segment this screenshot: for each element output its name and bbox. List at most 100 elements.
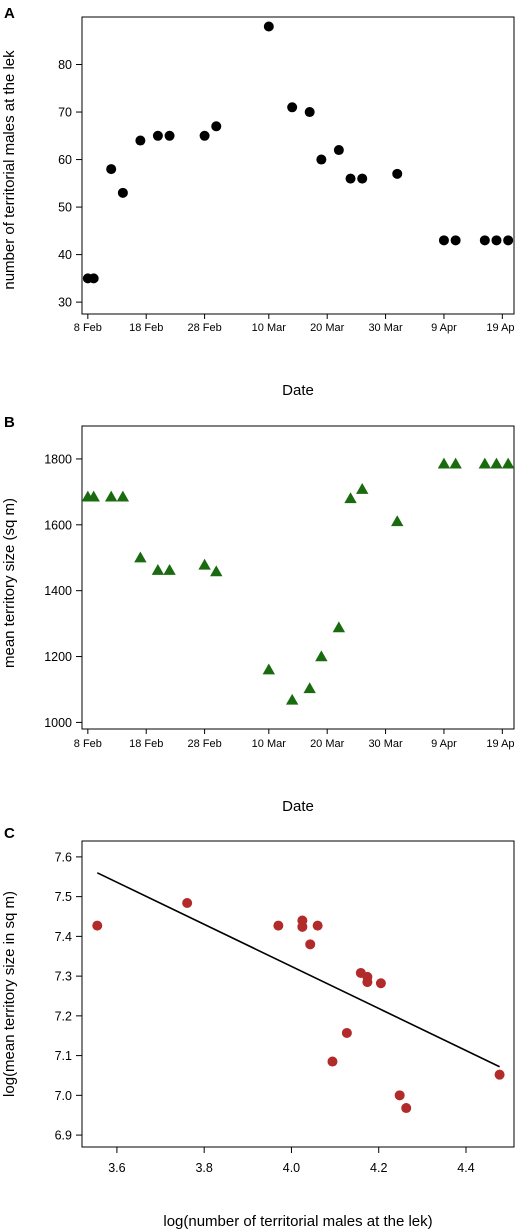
- circle-point: [479, 235, 490, 246]
- circle-point: [327, 1056, 338, 1067]
- x-tick-label: 8 Feb: [74, 322, 102, 334]
- circle-point: [164, 130, 175, 141]
- x-tick-label: 20 Mar: [310, 322, 345, 334]
- circle-point: [117, 187, 128, 198]
- y-tick-label: 6.9: [55, 1129, 72, 1143]
- x-tick-label: 9 Apr: [431, 738, 457, 750]
- x-tick-label: 30 Mar: [368, 738, 403, 750]
- circle-point: [182, 897, 193, 908]
- panel-b-points: [81, 457, 515, 705]
- circle-point: [392, 168, 403, 179]
- panel-b-label: B: [4, 414, 15, 431]
- circle-point: [438, 235, 449, 246]
- triangle-point: [437, 457, 451, 469]
- panel-a-points: [82, 21, 514, 284]
- panel-c-y-ticks: 6.9 7.0 7.1 7.2 7.3 7.4 7.5 7.6: [55, 850, 82, 1143]
- panel-b: B 8 Feb 18 Feb 28 Feb 10 Mar 20 Mar 30 Mar 9 A…: [1, 414, 515, 815]
- circle-point: [263, 21, 274, 32]
- circle-point: [304, 107, 315, 118]
- circle-point: [357, 173, 368, 184]
- panel-c-x-ticks: 3.6 3.8 4.0 4.2 4.4: [108, 1147, 475, 1175]
- x-tick-label: 4.0: [283, 1161, 300, 1175]
- y-tick-label: 7.1: [55, 1049, 72, 1063]
- triangle-point: [332, 621, 346, 633]
- circle-point: [345, 173, 356, 184]
- circle-point: [316, 154, 327, 165]
- panel-c-label: C: [4, 825, 15, 842]
- y-tick-label: 1000: [44, 716, 72, 730]
- x-tick-label: 19 Apr: [486, 738, 515, 750]
- circle-point: [312, 920, 323, 931]
- circle-point: [273, 920, 284, 931]
- circle-point: [297, 921, 308, 932]
- circle-point: [211, 121, 222, 132]
- panel-c: C 3.6 3.8 4.0 4.2 4.4 6.9 7.0 7.1 7.2 7.3 7.4 7.5 7…: [1, 825, 515, 1230]
- panel-a-y-ticks: 30 40 50 60 70 80: [58, 58, 82, 310]
- y-tick-label: 7.0: [55, 1089, 72, 1103]
- triangle-point: [344, 492, 357, 504]
- panel-c-x-label: log(number of territorial males at the l…: [163, 1213, 432, 1230]
- x-tick-label: 20 Mar: [310, 738, 345, 750]
- x-tick-label: 8 Feb: [74, 738, 102, 750]
- panel-a: A 8 Feb 18 Feb 28 Feb 10 Mar 20 Mar 30 Mar 9 A…: [1, 5, 515, 399]
- panel-c-fit-line: [96, 872, 500, 1068]
- circle-point: [287, 102, 298, 113]
- x-tick-label: 9 Apr: [431, 322, 457, 334]
- circle-point: [92, 920, 103, 931]
- y-tick-label: 1200: [44, 650, 72, 664]
- triangle-point: [501, 457, 515, 469]
- y-tick-label: 80: [58, 58, 72, 72]
- y-tick-label: 7.5: [55, 890, 72, 904]
- y-tick-label: 7.2: [55, 1009, 72, 1023]
- panel-a-frame: [81, 16, 515, 315]
- y-tick-label: 7.3: [55, 970, 72, 984]
- circle-point: [341, 1027, 352, 1038]
- triangle-point: [163, 564, 176, 575]
- triangle-point: [198, 558, 211, 570]
- y-tick-label: 1400: [44, 584, 72, 598]
- circle-point: [375, 978, 386, 989]
- y-tick-label: 30: [58, 296, 72, 310]
- y-tick-label: 1800: [44, 452, 72, 466]
- panel-a-x-label: Date: [282, 382, 314, 399]
- circle-point: [362, 977, 373, 988]
- x-tick-label: 3.8: [195, 1161, 212, 1175]
- triangle-point: [490, 457, 503, 469]
- y-tick-label: 7.4: [55, 930, 72, 944]
- circle-point: [88, 273, 99, 284]
- circle-point: [152, 130, 163, 141]
- triangle-point: [449, 457, 462, 469]
- triangle-point: [391, 515, 404, 527]
- y-tick-label: 50: [58, 201, 72, 215]
- x-tick-label: 18 Feb: [129, 322, 163, 334]
- triangle-point: [87, 490, 100, 502]
- circle-point: [401, 1103, 412, 1114]
- x-tick-label: 10 Mar: [252, 322, 287, 334]
- panel-c-frame: [81, 840, 515, 1148]
- triangle-point: [134, 551, 147, 563]
- triangle-point: [315, 650, 328, 662]
- triangle-point: [356, 483, 369, 494]
- panel-a-y-label: number of territorial males at the lek: [1, 50, 18, 290]
- y-tick-label: 70: [58, 106, 72, 120]
- circle-point: [503, 235, 514, 246]
- circle-point: [491, 235, 502, 246]
- circle-point: [106, 164, 117, 175]
- circle-point: [199, 130, 210, 141]
- circle-point: [305, 939, 316, 950]
- triangle-point: [303, 682, 316, 694]
- panel-b-frame: [81, 425, 515, 730]
- circle-point: [135, 135, 146, 146]
- x-tick-label: 10 Mar: [252, 738, 287, 750]
- circle-point: [494, 1069, 505, 1080]
- y-tick-label: 7.6: [55, 850, 72, 864]
- circle-point: [333, 145, 344, 156]
- triangle-point: [262, 663, 276, 675]
- triangle-point: [210, 565, 223, 577]
- y-tick-label: 40: [58, 248, 72, 262]
- x-tick-label: 3.6: [108, 1161, 125, 1175]
- x-tick-label: 28 Feb: [187, 738, 221, 750]
- x-tick-label: 28 Feb: [187, 322, 221, 334]
- panel-a-x-ticks: 8 Feb 18 Feb 28 Feb 10 Mar 20 Mar 30 Mar 9 Apr…: [74, 314, 515, 334]
- triangle-point: [151, 564, 165, 575]
